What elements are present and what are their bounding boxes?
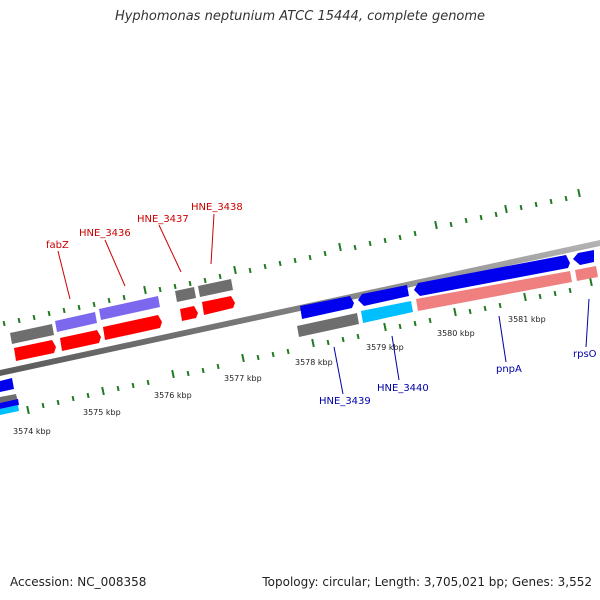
gene-red-2: [60, 330, 101, 351]
gene-labels: fabZ HNE_3436 HNE_3437 HNE_3438 HNE_3439…: [46, 202, 597, 407]
scale-label-3574: 3574 kbp: [13, 427, 51, 436]
leader-hne3440: [391, 335, 400, 381]
leader-rpso: [585, 298, 590, 348]
leader-hne3436: [104, 239, 126, 287]
gene-blue-1: [300, 296, 354, 319]
gene-blue-2: [358, 285, 409, 306]
label-rpso: rpsO: [573, 349, 597, 360]
gene-left-blue: [0, 378, 14, 392]
gene-gray-lower: [297, 313, 359, 337]
genes-upper-inner: [14, 296, 235, 361]
gene-red-5: [202, 296, 235, 315]
leader-hne3439: [333, 346, 344, 395]
genes-right-lower: [297, 266, 598, 337]
gene-red-4: [180, 306, 198, 321]
scale-label-3577: 3577 kbp: [224, 374, 262, 383]
gene-upper-purple-1: [55, 312, 97, 332]
leader-fabz: [57, 250, 71, 300]
scale-label-3576: 3576 kbp: [154, 391, 192, 400]
gene-salmon-lower-2: [575, 266, 598, 281]
gene-upper-gray-1: [10, 324, 54, 344]
label-fabz: fabZ: [46, 240, 69, 251]
label-hne3439: HNE_3439: [319, 396, 371, 407]
leader-pnpa: [498, 315, 507, 363]
gene-left-blue-2: [0, 399, 19, 409]
label-hne3436: HNE_3436: [79, 228, 131, 239]
scale-label-3581: 3581 kbp: [508, 315, 546, 324]
genes-left-edge: [0, 378, 19, 415]
genes-right-upper: [300, 250, 594, 319]
scale-label-3580: 3580 kbp: [437, 329, 475, 338]
map-title: Hyphomonas neptunium ATCC 15444, complet…: [114, 9, 486, 24]
scale-ticks-lower: [26, 277, 593, 415]
accession-text: Accession: NC_008358: [10, 575, 147, 589]
gene-upper-gray-3: [198, 279, 233, 297]
gene-red-3: [103, 315, 162, 340]
genes-upper-outer: [10, 279, 233, 344]
gene-cyan-lower: [361, 301, 413, 323]
label-hne3437: HNE_3437: [137, 214, 189, 225]
leader-hne3438: [210, 213, 215, 265]
scale-labels: 3574 kbp 3575 kbp 3576 kbp 3577 kbp 3578…: [13, 315, 546, 436]
gene-upper-purple-2: [99, 296, 160, 320]
leader-hne3437: [158, 224, 182, 273]
scale-label-3575: 3575 kbp: [83, 408, 121, 417]
label-pnpa: pnpA: [496, 364, 522, 375]
gene-blue-3: [414, 255, 570, 296]
gene-red-1: [14, 340, 56, 361]
label-leaders-red: [57, 213, 215, 300]
genome-backbone: [0, 240, 600, 376]
label-leaders-blue: [333, 298, 590, 395]
label-hne3440: HNE_3440: [377, 383, 429, 394]
gene-blue-4: [573, 250, 594, 265]
label-hne3438: HNE_3438: [191, 202, 243, 213]
scale-ticks-upper: [2, 188, 581, 327]
gene-left-cyan: [0, 405, 19, 415]
gene-upper-gray-2: [175, 287, 196, 302]
genome-stats-text: Topology: circular; Length: 3,705,021 bp…: [262, 575, 592, 589]
gene-salmon-lower: [416, 271, 572, 311]
scale-label-3578: 3578 kbp: [295, 358, 333, 367]
scale-label-3579: 3579 kbp: [366, 343, 404, 352]
